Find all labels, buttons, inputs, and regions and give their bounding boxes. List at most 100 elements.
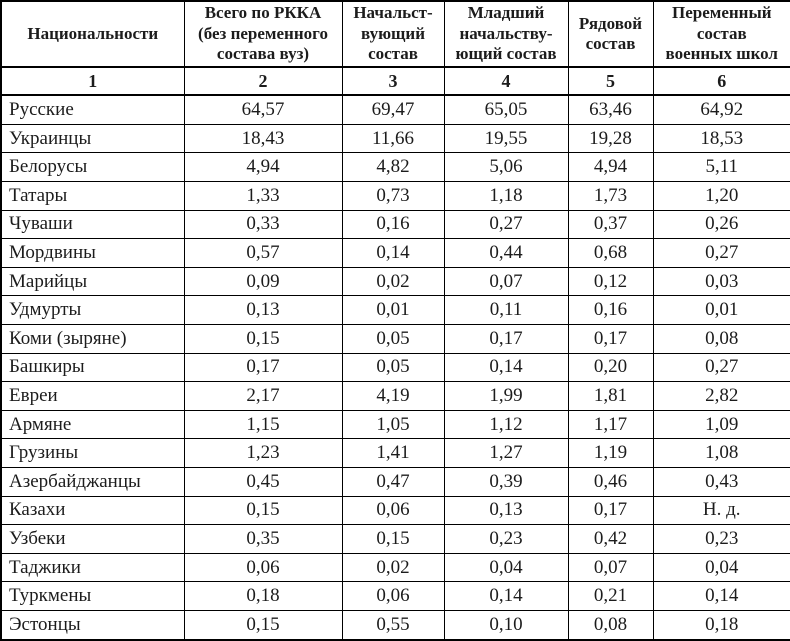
value-cell: 0,39 — [443, 467, 569, 497]
column-header-command-staff: Начальст- вующий состав — [341, 0, 445, 68]
value-cell: 1,23 — [183, 438, 343, 469]
column-header-nationalities: Национальности — [0, 0, 185, 68]
value-cell: 2,17 — [183, 381, 343, 411]
value-cell: 64,92 — [652, 94, 790, 125]
value-cell: 0,06 — [183, 552, 343, 583]
value-cell: 0,17 — [443, 324, 569, 354]
table-row: Узбеки 0,35 0,15 0,23 0,42 0,23 — [0, 524, 790, 554]
nationality-name-cell: Белорусы — [0, 152, 185, 182]
value-cell: 0,57 — [183, 238, 343, 268]
table-row: Грузины 1,23 1,41 1,27 1,19 1,08 — [0, 438, 790, 469]
value-cell: 0,07 — [443, 266, 569, 297]
value-cell: 0,15 — [183, 495, 343, 526]
nationality-name-cell: Мордвины — [0, 238, 185, 268]
table-row: Коми (зыряне) 0,15 0,05 0,17 0,17 0,08 — [0, 324, 790, 354]
value-cell: 1,05 — [341, 409, 445, 440]
value-cell: 0,44 — [443, 238, 569, 268]
nationality-name-cell: Чуваши — [0, 209, 185, 240]
value-cell: 0,06 — [341, 581, 445, 612]
column-number: 6 — [652, 66, 790, 96]
value-cell: 1,33 — [183, 180, 343, 211]
header-row: Национальности Всего по РККА (без переме… — [0, 0, 790, 68]
nationality-name-cell: Татары — [0, 180, 185, 211]
nationality-name-cell: Таджики — [0, 552, 185, 583]
value-cell: 0,15 — [341, 524, 445, 554]
column-number: 2 — [183, 66, 343, 96]
table-row: Таджики 0,06 0,02 0,04 0,07 0,04 — [0, 552, 790, 583]
column-number: 1 — [0, 66, 185, 96]
column-header-total-rkka: Всего по РККА (без переменного состава в… — [183, 0, 343, 68]
table-row: Марийцы 0,09 0,02 0,07 0,12 0,03 — [0, 266, 790, 297]
table-row: Казахи 0,15 0,06 0,13 0,17 Н. д. — [0, 495, 790, 526]
value-cell: 1,27 — [443, 438, 569, 469]
value-cell: 0,12 — [567, 266, 654, 297]
value-cell: 0,01 — [652, 295, 790, 325]
value-cell: 0,05 — [341, 324, 445, 354]
value-cell: 0,10 — [443, 610, 569, 641]
value-cell: 0,17 — [567, 324, 654, 354]
value-cell: 0,04 — [443, 552, 569, 583]
value-cell: 4,94 — [183, 152, 343, 182]
value-cell: 1,99 — [443, 381, 569, 411]
value-cell: 0,68 — [567, 238, 654, 268]
value-cell: 0,37 — [567, 209, 654, 240]
column-number: 4 — [443, 66, 569, 96]
value-cell: 4,19 — [341, 381, 445, 411]
value-cell: 1,12 — [443, 409, 569, 440]
value-cell: 0,14 — [443, 581, 569, 612]
value-cell: 0,33 — [183, 209, 343, 240]
value-cell: 0,35 — [183, 524, 343, 554]
value-cell: 0,27 — [443, 209, 569, 240]
value-cell: 0,02 — [341, 266, 445, 297]
value-cell: 0,73 — [341, 180, 445, 211]
value-cell: 19,55 — [443, 123, 569, 154]
value-cell: 1,15 — [183, 409, 343, 440]
value-cell: 1,81 — [567, 381, 654, 411]
value-cell: 4,82 — [341, 152, 445, 182]
value-cell: 1,41 — [341, 438, 445, 469]
table-row: Татары 1,33 0,73 1,18 1,73 1,20 — [0, 180, 790, 211]
value-cell: 0,45 — [183, 467, 343, 497]
value-cell: 0,14 — [341, 238, 445, 268]
value-cell: 0,20 — [567, 352, 654, 383]
value-cell: 1,73 — [567, 180, 654, 211]
nationality-name-cell: Казахи — [0, 495, 185, 526]
table-row: Азербайджанцы 0,45 0,47 0,39 0,46 0,43 — [0, 467, 790, 497]
column-number: 5 — [567, 66, 654, 96]
value-cell: 0,43 — [652, 467, 790, 497]
value-cell: 0,02 — [341, 552, 445, 583]
value-cell: 1,09 — [652, 409, 790, 440]
value-cell: 0,21 — [567, 581, 654, 612]
table-row: Армяне 1,15 1,05 1,12 1,17 1,09 — [0, 409, 790, 440]
value-cell: Н. д. — [652, 495, 790, 526]
value-cell: 0,16 — [567, 295, 654, 325]
value-cell: 0,18 — [652, 610, 790, 641]
value-cell: 0,11 — [443, 295, 569, 325]
value-cell: 0,13 — [183, 295, 343, 325]
value-cell: 0,09 — [183, 266, 343, 297]
value-cell: 0,15 — [183, 324, 343, 354]
value-cell: 0,16 — [341, 209, 445, 240]
value-cell: 1,20 — [652, 180, 790, 211]
nationality-name-cell: Марийцы — [0, 266, 185, 297]
value-cell: 1,18 — [443, 180, 569, 211]
value-cell: 1,17 — [567, 409, 654, 440]
value-cell: 0,13 — [443, 495, 569, 526]
table-row: Башкиры 0,17 0,05 0,14 0,20 0,27 — [0, 352, 790, 383]
value-cell: 5,11 — [652, 152, 790, 182]
table-row: Эстонцы 0,15 0,55 0,10 0,08 0,18 — [0, 610, 790, 641]
value-cell: 0,18 — [183, 581, 343, 612]
nationality-name-cell: Русские — [0, 94, 185, 125]
value-cell: 0,03 — [652, 266, 790, 297]
table-row: Украинцы 18,43 11,66 19,55 19,28 18,53 — [0, 123, 790, 154]
value-cell: 0,47 — [341, 467, 445, 497]
value-cell: 0,23 — [443, 524, 569, 554]
nationality-name-cell: Узбеки — [0, 524, 185, 554]
value-cell: 0,42 — [567, 524, 654, 554]
nationality-name-cell: Эстонцы — [0, 610, 185, 641]
value-cell: 19,28 — [567, 123, 654, 154]
value-cell: 0,07 — [567, 552, 654, 583]
nationality-name-cell: Азербайджанцы — [0, 467, 185, 497]
value-cell: 0,01 — [341, 295, 445, 325]
value-cell: 64,57 — [183, 94, 343, 125]
